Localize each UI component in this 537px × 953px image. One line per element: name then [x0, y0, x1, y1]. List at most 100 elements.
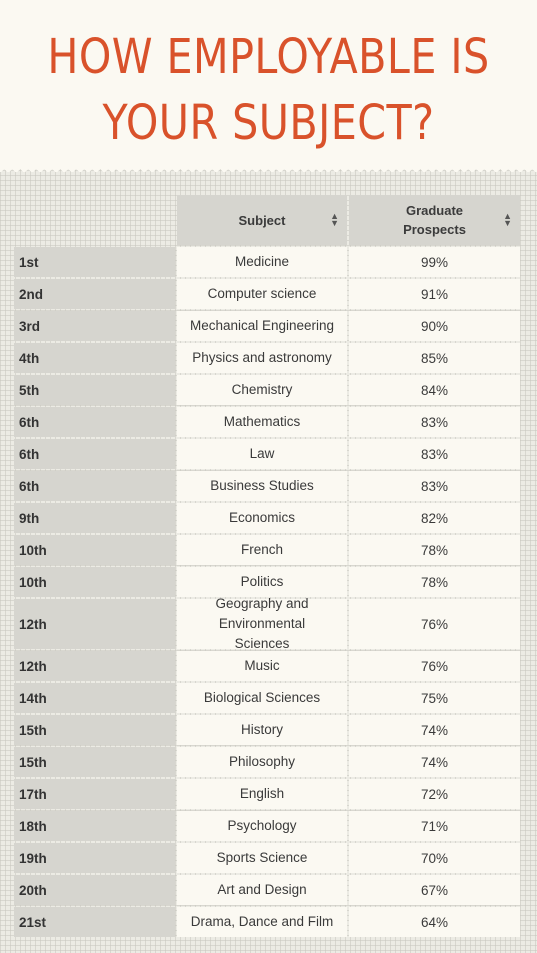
table-row: 15th Philosophy 74% — [14, 747, 520, 779]
table-row: 2nd Computer science 91% — [14, 279, 520, 311]
subject-cell: Mathematics — [177, 407, 347, 437]
rank-cell: 6th — [14, 407, 175, 437]
rank-cell: 10th — [14, 535, 175, 565]
prospects-cell: 78% — [349, 535, 520, 565]
table-row: 14th Biological Sciences 75% — [14, 683, 520, 715]
subject-cell: Politics — [177, 567, 347, 597]
subject-text: Philosophy — [228, 754, 296, 769]
prospects-cell: 75% — [349, 683, 520, 713]
table-row: 17th English 72% — [14, 779, 520, 811]
subject-text: Art and Design — [217, 882, 307, 897]
rank-cell: 12th — [14, 599, 175, 649]
subject-text: Medicine — [234, 254, 290, 269]
table-header-row: Subject ▲ ▼ Graduate Prospects ▲ ▼ — [14, 195, 520, 247]
table-row: 1st Medicine 99% — [14, 247, 520, 279]
prospects-cell: 74% — [349, 715, 520, 745]
subject-text: Politics — [240, 574, 284, 589]
subject-cell: Law — [177, 439, 347, 469]
table-row: 3rd Mechanical Engineering 90% — [14, 311, 520, 343]
table-row: 4th Physics and astronomy 85% — [14, 343, 520, 375]
subject-column-header[interactable]: Subject ▲ ▼ — [177, 195, 347, 245]
subject-text: Business Studies — [210, 478, 314, 493]
subject-cell: Geography and Environmental Sciences — [177, 596, 347, 651]
rank-cell: 4th — [14, 343, 175, 373]
subject-cell: French — [177, 535, 347, 565]
rank-cell: 10th — [14, 567, 175, 597]
prospects-cell: 85% — [349, 343, 520, 373]
subject-text: Geography and Environmental Sciences — [215, 596, 309, 651]
subject-text: Drama, Dance and Film — [190, 914, 334, 929]
prospects-cell: 76% — [349, 651, 520, 681]
prospects-cell: 74% — [349, 747, 520, 777]
rank-cell: 20th — [14, 875, 175, 905]
subject-cell: Chemistry — [177, 375, 347, 405]
subject-cell: Psychology — [177, 811, 347, 841]
subject-cell: Art and Design — [177, 875, 347, 905]
prospects-header-label: Graduate Prospects — [403, 203, 466, 237]
table-row: 20th Art and Design 67% — [14, 875, 520, 907]
subject-text: Chemistry — [231, 382, 293, 397]
subject-text: Economics — [228, 510, 296, 525]
prospects-cell: 82% — [349, 503, 520, 533]
prospects-cell: 67% — [349, 875, 520, 905]
table-row: 10th French 78% — [14, 535, 520, 567]
subject-cell: Philosophy — [177, 747, 347, 777]
rank-cell: 1st — [14, 247, 175, 277]
table-row: 18th Psychology 71% — [14, 811, 520, 843]
table-row: 5th Chemistry 84% — [14, 375, 520, 407]
prospects-column-header[interactable]: Graduate Prospects ▲ ▼ — [349, 195, 520, 245]
subject-cell: Sports Science — [177, 843, 347, 873]
subject-text: Sports Science — [216, 850, 308, 865]
prospects-cell: 99% — [349, 247, 520, 277]
zigzag-edge — [0, 166, 537, 172]
rank-cell: 21st — [14, 907, 175, 937]
subject-header-label: Subject — [238, 212, 286, 228]
subject-text: Law — [249, 446, 275, 461]
rank-cell: 5th — [14, 375, 175, 405]
prospects-cell: 72% — [349, 779, 520, 809]
subject-cell: Physics and astronomy — [177, 343, 347, 373]
subject-text: History — [240, 722, 283, 737]
rank-cell: 15th — [14, 715, 175, 745]
prospects-cell: 83% — [349, 407, 520, 437]
rank-cell: 17th — [14, 779, 175, 809]
prospects-cell: 64% — [349, 907, 520, 937]
subject-cell: Medicine — [177, 247, 347, 277]
table-row: 6th Law 83% — [14, 439, 520, 471]
rank-cell: 19th — [14, 843, 175, 873]
page-title: HOW EMPLOYABLE IS YOUR SUBJECT? — [38, 24, 500, 156]
prospects-cell: 76% — [349, 599, 520, 649]
subject-text: Biological Sciences — [203, 690, 321, 705]
subject-text: English — [239, 786, 285, 801]
table-row: 9th Economics 82% — [14, 503, 520, 535]
subject-cell: English — [177, 779, 347, 809]
rank-cell: 6th — [14, 471, 175, 501]
title-banner: HOW EMPLOYABLE IS YOUR SUBJECT? — [0, 0, 537, 172]
prospects-cell: 90% — [349, 311, 520, 341]
prospects-cell: 84% — [349, 375, 520, 405]
title-line-2: YOUR SUBJECT? — [102, 95, 435, 151]
subject-cell: Business Studies — [177, 471, 347, 501]
rank-cell: 9th — [14, 503, 175, 533]
table-row: 12th Music 76% — [14, 651, 520, 683]
rank-cell: 6th — [14, 439, 175, 469]
sort-icon[interactable]: ▲ ▼ — [503, 211, 512, 228]
table-row: 21st Drama, Dance and Film 64% — [14, 907, 520, 939]
prospects-cell: 83% — [349, 439, 520, 469]
table-row: 10th Politics 78% — [14, 567, 520, 599]
rankings-table: Subject ▲ ▼ Graduate Prospects ▲ ▼ 1st Medi… — [14, 195, 520, 939]
sort-icon[interactable]: ▲ ▼ — [330, 211, 339, 228]
prospects-cell: 91% — [349, 279, 520, 309]
table-row: 12th Geography and Environmental Sciences… — [14, 596, 520, 651]
subject-text: Mathematics — [223, 414, 301, 429]
table-row: 6th Business Studies 83% — [14, 471, 520, 503]
rank-cell: 2nd — [14, 279, 175, 309]
subject-cell: Computer science — [177, 279, 347, 309]
subject-text: Computer science — [207, 286, 317, 301]
subject-cell: Drama, Dance and Film — [177, 907, 347, 937]
prospects-cell: 71% — [349, 811, 520, 841]
subject-cell: History — [177, 715, 347, 745]
subject-text: Mechanical Engineering — [189, 318, 335, 333]
rank-cell: 3rd — [14, 311, 175, 341]
rank-cell: 14th — [14, 683, 175, 713]
